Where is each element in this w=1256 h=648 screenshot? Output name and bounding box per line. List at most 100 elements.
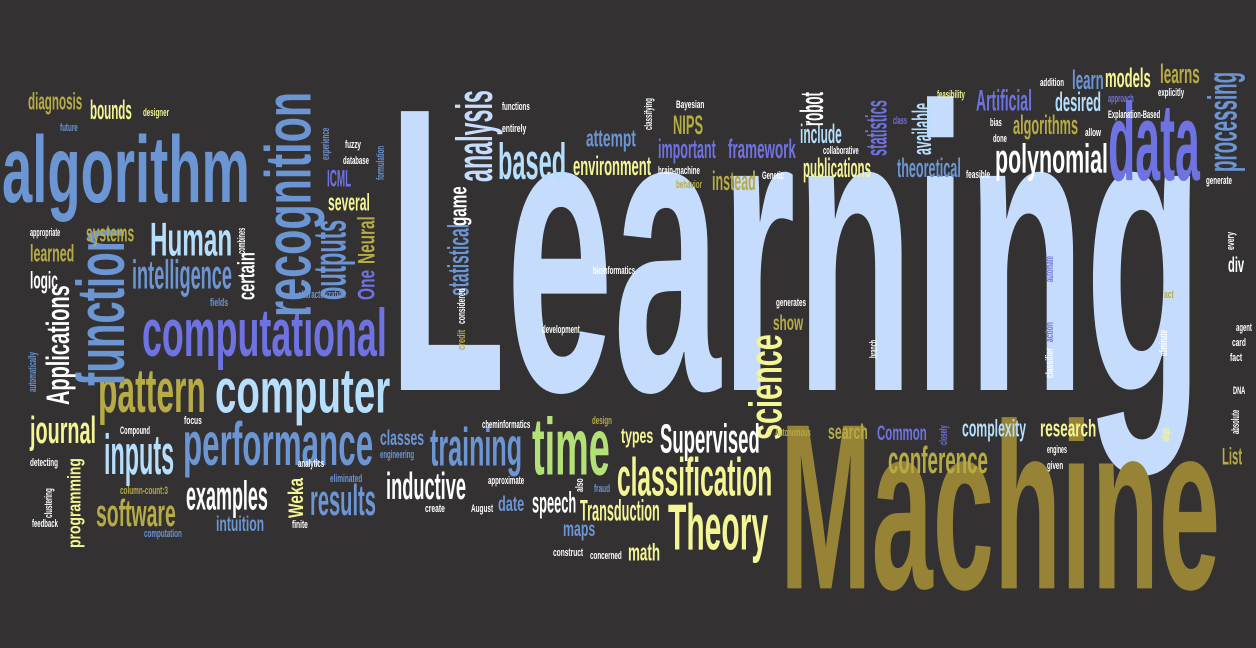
word-bioinformatics: bioinformatics <box>593 265 636 278</box>
word-computational: computational <box>142 295 387 371</box>
word-genetic: Genetic <box>762 170 784 183</box>
word-database: database <box>343 155 369 168</box>
word-available: available <box>907 102 938 155</box>
word-fact: fact <box>1230 352 1243 365</box>
word-applications: Applications <box>40 285 77 405</box>
word-types: types <box>621 423 654 449</box>
word-common: Common <box>877 420 927 446</box>
word-generate: generate <box>1206 175 1233 188</box>
word-action: action <box>1044 322 1057 342</box>
word-diagnosis: diagnosis <box>28 88 83 116</box>
word-appropriate: appropriate <box>30 227 61 240</box>
word-speech: speech <box>532 486 577 520</box>
word-experience: experience <box>320 127 333 160</box>
word-act: act <box>1164 289 1174 302</box>
word-complexity: complexity <box>962 415 1027 443</box>
word-logic: logic <box>30 267 58 295</box>
word-fields: fields <box>210 297 229 310</box>
word-function: function <box>63 227 139 386</box>
word-concerned: concerned <box>590 550 622 563</box>
word-behavior: behavior <box>676 179 703 192</box>
word-show: show <box>773 310 804 336</box>
word-detecting: detecting <box>30 457 58 470</box>
word-classifying: classifying <box>643 98 656 130</box>
word-every: every <box>1225 231 1238 250</box>
word-credit: credit <box>456 329 469 350</box>
word-date: date <box>498 491 525 517</box>
word-august: August <box>471 503 494 516</box>
word-div: div <box>1228 252 1245 278</box>
word-math: math <box>628 539 661 567</box>
word-machine: Machine <box>780 375 1221 640</box>
word-systems: systems <box>86 220 135 248</box>
word-fraud: fraud <box>594 483 610 496</box>
word-automate: automate <box>1044 256 1057 282</box>
word-finite: finite <box>292 519 308 532</box>
word-automatically: automatically <box>27 351 40 392</box>
word-performance: performance <box>183 410 374 479</box>
word-column-count: column-count:3 <box>120 485 168 498</box>
word-clustering: clustering <box>43 488 56 518</box>
word-desired: desired <box>1055 87 1102 118</box>
word-environment: environment <box>573 151 652 182</box>
word-card: card <box>1232 337 1246 350</box>
word-feasible: feasible <box>966 169 991 182</box>
word-journal: journal <box>30 410 97 453</box>
word-based: based <box>498 132 567 190</box>
word-robot: robot <box>794 92 831 126</box>
word-design: design <box>592 415 612 428</box>
word-neural: Neural <box>353 216 381 264</box>
word-training: training <box>430 417 523 478</box>
word-development: development <box>542 324 580 337</box>
word-cheminformatics: cheminformatics <box>482 419 531 432</box>
word-game: game <box>445 186 473 226</box>
word-examples: examples <box>186 472 268 519</box>
word-computation: computation <box>144 528 182 541</box>
word-designer: designer <box>143 107 170 120</box>
word-engines: engines <box>1047 444 1067 457</box>
word-construct: construct <box>553 547 584 560</box>
word-also: also <box>574 478 587 492</box>
word-feedback: feedback <box>32 518 58 531</box>
word-done: done <box>993 133 1007 146</box>
word-approach: approach <box>1108 93 1134 106</box>
word-time: time <box>532 402 610 493</box>
word-feasibility: feasibility <box>937 89 965 102</box>
word-learn: learn <box>1072 65 1104 96</box>
word-framework: framework <box>728 134 796 165</box>
word-one: One <box>353 269 381 300</box>
word-artificial: Artificial <box>976 84 1032 118</box>
word-autonomous: Autonomous <box>775 427 811 440</box>
word-theoretical: theoretical <box>897 153 961 184</box>
word-publications: publications <box>803 153 872 184</box>
word-combines: combines <box>236 227 249 254</box>
word-absolute: absolute <box>1230 409 1243 434</box>
word-results: results <box>310 477 376 526</box>
word-functions: functions <box>502 101 530 114</box>
word-processing: processing <box>1199 71 1246 172</box>
word-search: search <box>828 419 868 445</box>
word-approximate: approximate <box>488 475 525 488</box>
word-inputs: inputs <box>104 423 175 487</box>
word-compound: Compound <box>120 425 150 438</box>
word-include: include <box>800 119 842 150</box>
word-icml: ICML <box>327 165 352 193</box>
word-list: List <box>1222 443 1243 471</box>
word-collaborative: collaborative <box>823 145 859 158</box>
word-research: research <box>1040 415 1097 443</box>
word-software: software <box>96 493 176 536</box>
word-analytics: analytics <box>298 458 325 471</box>
word-programming: programming <box>64 458 86 548</box>
word-transduction: Transduction <box>580 494 660 528</box>
word-allow: allow <box>1085 127 1101 140</box>
word-brain-machine: brain-machine <box>658 165 700 178</box>
word-bayesian: Bayesian <box>676 99 705 112</box>
word-polynomial: polynomial <box>995 135 1108 182</box>
word-computer: computer <box>215 356 391 427</box>
word-learning: Learning <box>388 23 1203 477</box>
word-human: Human <box>150 213 233 267</box>
word-important: important <box>658 134 716 165</box>
word-entirely: entirely <box>502 123 527 136</box>
word-explanation-based: Explanation-Based <box>1108 109 1161 122</box>
